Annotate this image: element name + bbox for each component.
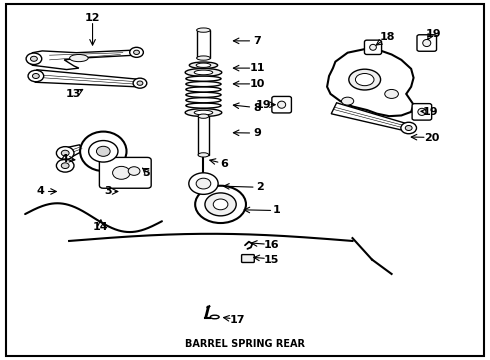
FancyBboxPatch shape (272, 96, 292, 113)
Ellipse shape (185, 109, 222, 117)
Text: 13: 13 (65, 89, 81, 99)
Ellipse shape (385, 89, 398, 98)
Ellipse shape (369, 44, 376, 50)
Ellipse shape (423, 40, 431, 46)
Ellipse shape (186, 103, 221, 108)
Text: 4: 4 (60, 154, 68, 164)
Text: 5: 5 (143, 168, 150, 178)
Ellipse shape (349, 69, 381, 90)
Ellipse shape (210, 315, 219, 319)
Circle shape (134, 50, 140, 54)
Bar (196, 30, 210, 58)
Text: 19: 19 (425, 29, 441, 39)
Text: 19: 19 (256, 100, 271, 110)
Text: 20: 20 (424, 133, 440, 143)
Text: 3: 3 (104, 186, 112, 197)
Circle shape (205, 193, 236, 216)
Text: 7: 7 (253, 36, 261, 46)
Text: 19: 19 (423, 107, 439, 117)
Ellipse shape (194, 110, 213, 115)
Ellipse shape (196, 63, 211, 67)
Text: 11: 11 (249, 63, 265, 73)
Ellipse shape (198, 114, 209, 118)
Circle shape (137, 81, 143, 85)
Ellipse shape (278, 101, 286, 108)
Ellipse shape (195, 176, 212, 184)
Circle shape (89, 140, 118, 162)
Circle shape (113, 166, 130, 179)
Text: 15: 15 (264, 255, 280, 265)
Ellipse shape (194, 70, 213, 75)
Ellipse shape (185, 68, 222, 76)
Circle shape (133, 78, 147, 88)
Ellipse shape (198, 153, 209, 157)
Circle shape (97, 146, 110, 156)
Ellipse shape (418, 108, 426, 116)
FancyBboxPatch shape (99, 157, 151, 188)
Ellipse shape (186, 87, 221, 92)
Text: 4: 4 (37, 186, 45, 197)
Circle shape (26, 53, 42, 64)
Circle shape (189, 173, 218, 194)
Text: 1: 1 (273, 206, 281, 216)
Ellipse shape (196, 28, 210, 32)
Text: 6: 6 (220, 159, 228, 169)
Ellipse shape (189, 62, 218, 68)
Polygon shape (63, 145, 83, 158)
Circle shape (61, 150, 69, 156)
Text: 17: 17 (230, 315, 245, 325)
Text: 9: 9 (253, 129, 261, 138)
Circle shape (401, 122, 416, 134)
Text: 14: 14 (93, 222, 109, 232)
Bar (198, 116, 209, 155)
Polygon shape (35, 70, 141, 87)
Circle shape (61, 163, 69, 168)
Polygon shape (331, 103, 410, 131)
Ellipse shape (196, 56, 210, 60)
Circle shape (56, 159, 74, 172)
FancyBboxPatch shape (417, 35, 437, 51)
Circle shape (213, 199, 228, 210)
FancyBboxPatch shape (412, 104, 432, 120)
Ellipse shape (70, 54, 88, 62)
Ellipse shape (186, 81, 221, 87)
Circle shape (195, 186, 246, 223)
Circle shape (56, 147, 74, 159)
Circle shape (128, 167, 140, 175)
Ellipse shape (186, 76, 221, 81)
Text: 2: 2 (256, 182, 264, 192)
Text: 8: 8 (253, 103, 261, 113)
Text: 18: 18 (380, 32, 395, 42)
Ellipse shape (186, 98, 221, 103)
Circle shape (32, 73, 39, 78)
FancyBboxPatch shape (242, 255, 254, 262)
Ellipse shape (355, 73, 374, 86)
Ellipse shape (342, 97, 354, 105)
Text: 10: 10 (249, 79, 265, 89)
Polygon shape (27, 50, 139, 69)
Circle shape (405, 126, 412, 131)
Circle shape (196, 178, 211, 189)
Text: 12: 12 (85, 13, 100, 23)
Circle shape (130, 47, 144, 57)
FancyBboxPatch shape (365, 40, 382, 54)
Text: BARREL SPRING REAR: BARREL SPRING REAR (185, 339, 305, 349)
Ellipse shape (186, 92, 221, 98)
Text: 16: 16 (264, 239, 280, 249)
Polygon shape (327, 49, 414, 116)
Ellipse shape (80, 132, 126, 171)
Circle shape (28, 70, 44, 82)
Circle shape (30, 56, 37, 61)
